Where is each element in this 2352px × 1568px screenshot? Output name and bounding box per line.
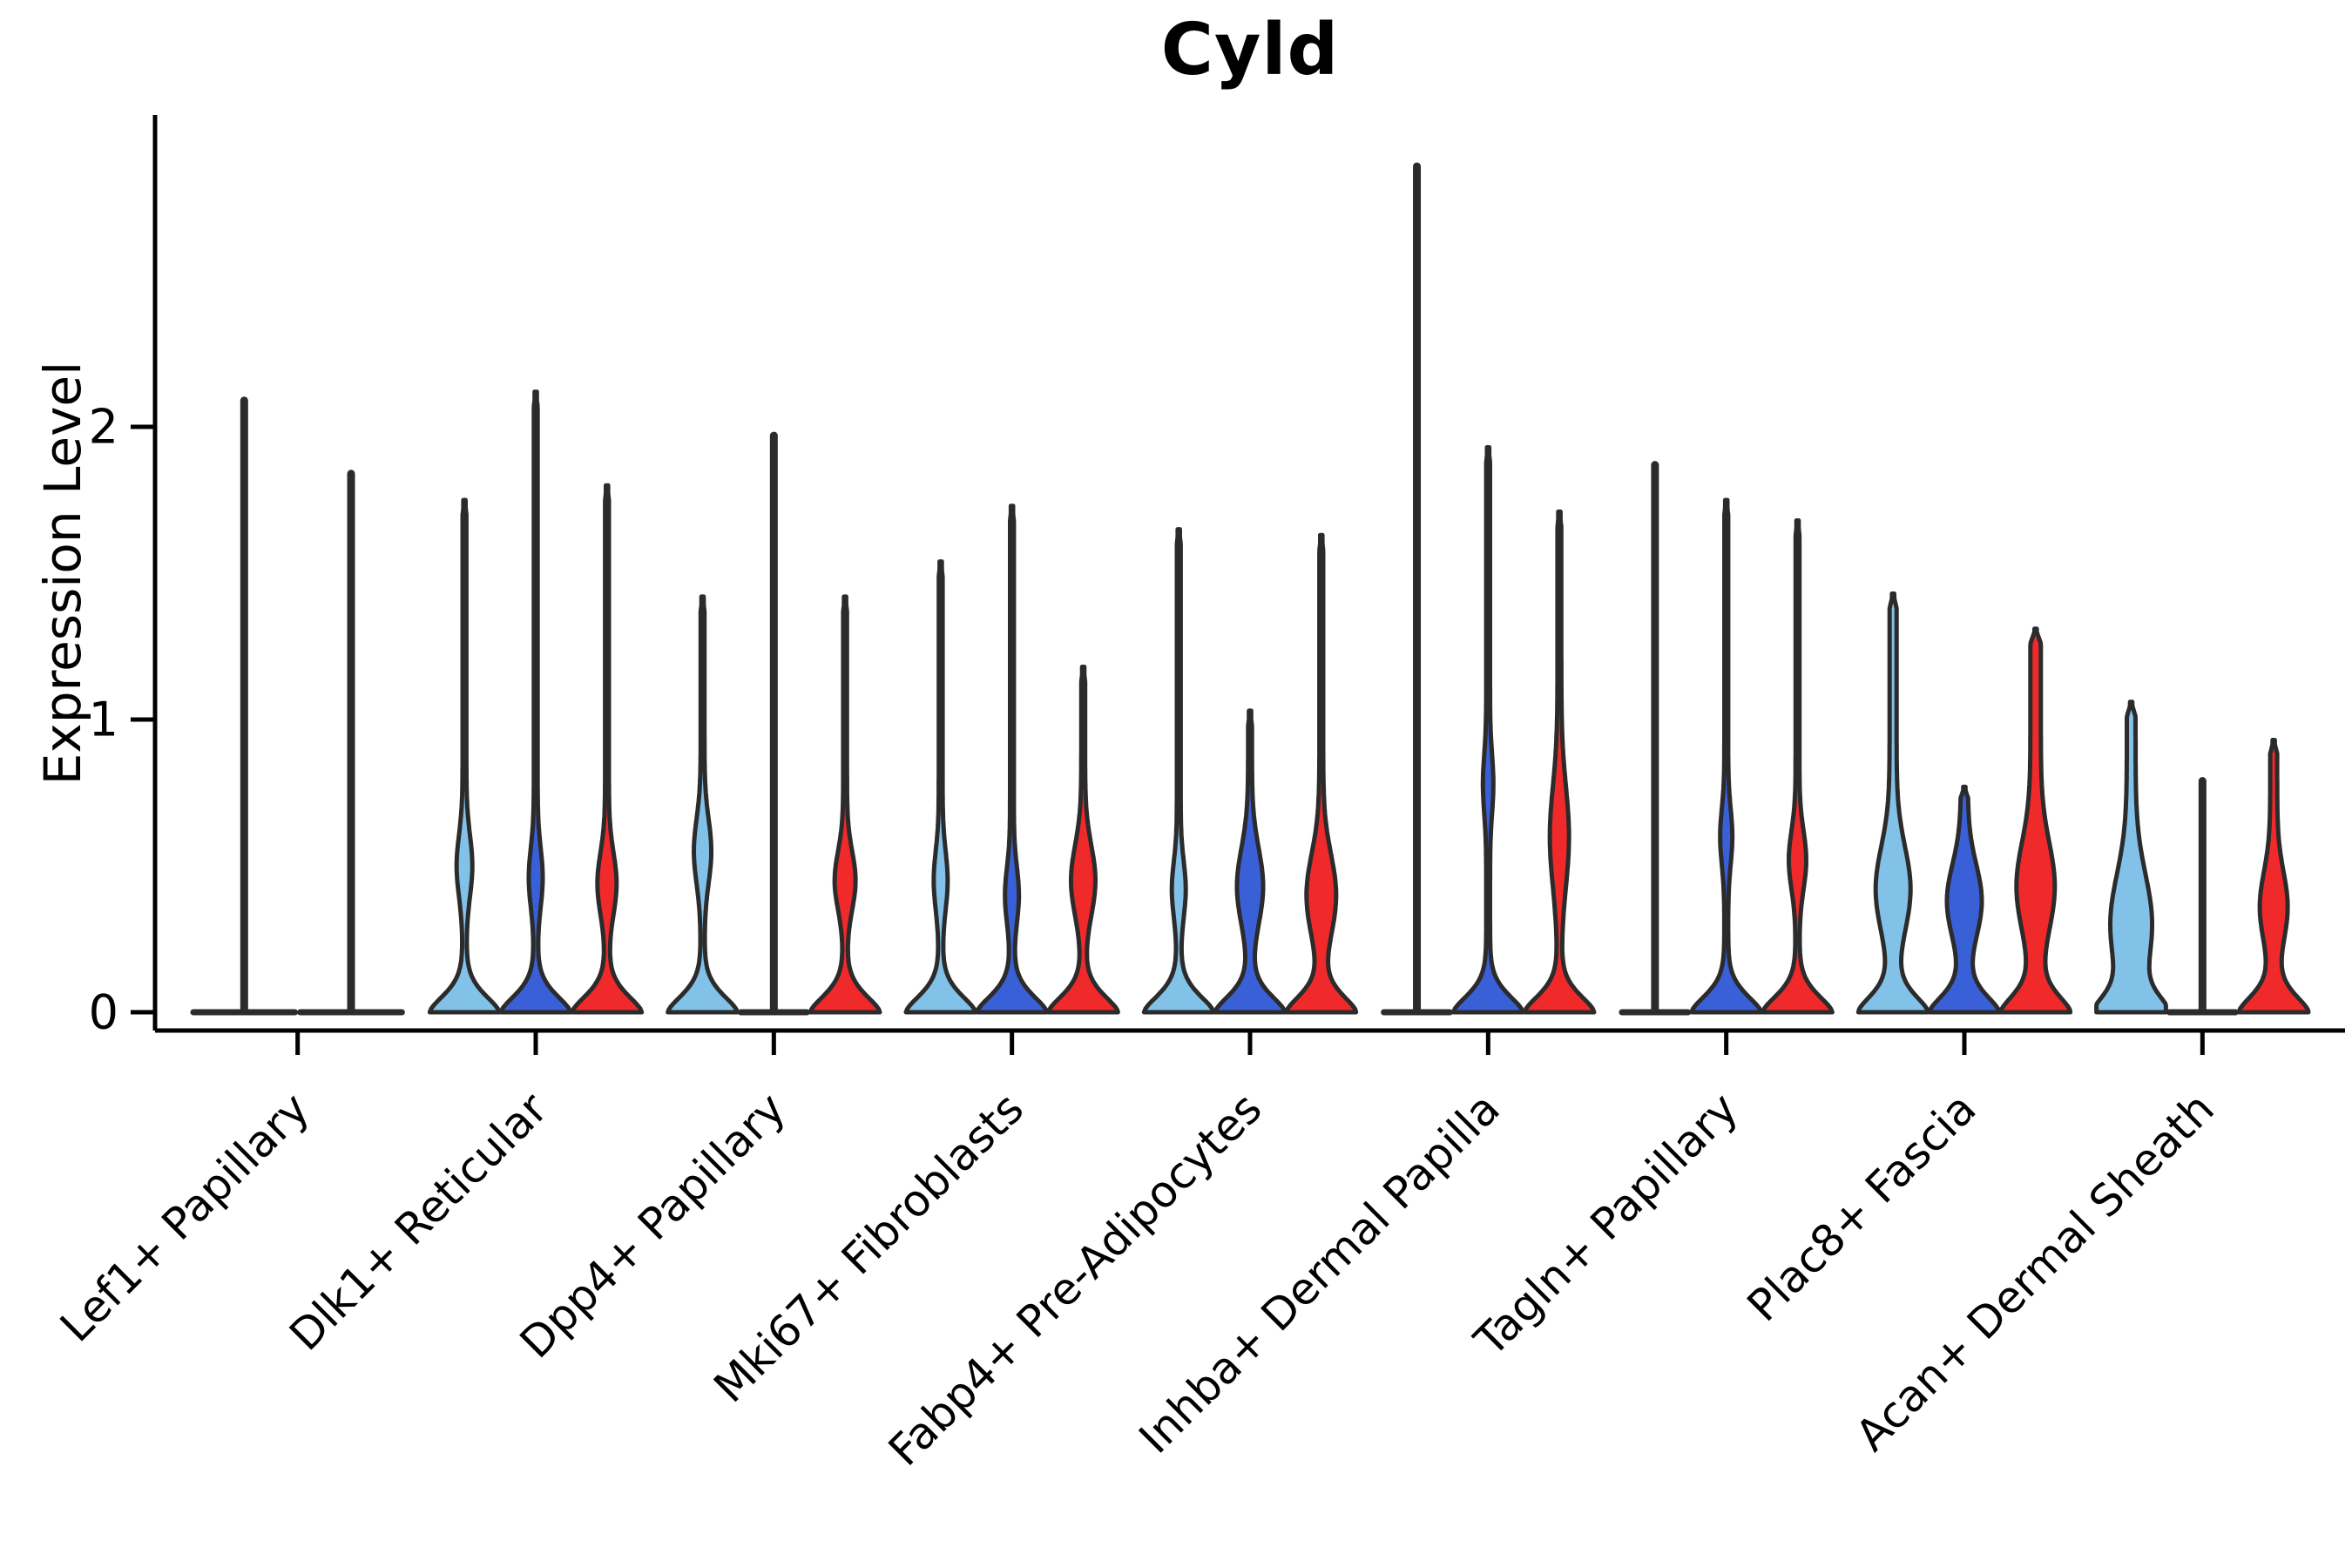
violin-dark_blue bbox=[1689, 497, 1764, 1015]
violin-light_blue bbox=[427, 497, 502, 1015]
violin-red bbox=[570, 483, 645, 1015]
y-tick-label: 0 bbox=[89, 985, 118, 1040]
violin-dark_blue bbox=[1213, 708, 1288, 1015]
violin-dark_blue bbox=[975, 504, 1050, 1015]
x-tick-label: Plac8+ Fascia bbox=[1738, 1083, 1986, 1331]
chart-title: Cyld bbox=[1160, 9, 1340, 91]
violin-dark_blue bbox=[1450, 445, 1525, 1015]
violin-red bbox=[1046, 665, 1120, 1015]
violin-light_blue bbox=[1855, 591, 1930, 1015]
violin-dark_blue bbox=[498, 389, 573, 1015]
x-tick-label: Dlk1+ Reticular bbox=[280, 1083, 557, 1360]
violin-red bbox=[1998, 626, 2073, 1015]
y-tick-label: 1 bbox=[89, 693, 118, 747]
y-axis-label: Expression Level bbox=[33, 361, 92, 786]
violin-light_blue bbox=[1141, 527, 1216, 1015]
violin-light_blue bbox=[903, 559, 978, 1015]
violin-dark_blue bbox=[1927, 784, 2002, 1015]
violin-red bbox=[1522, 509, 1597, 1015]
violin-light_blue bbox=[666, 594, 740, 1015]
violin-light_blue bbox=[2094, 700, 2168, 1015]
y-tick-label: 2 bbox=[89, 400, 118, 455]
violin-red bbox=[2236, 738, 2311, 1015]
violin-red bbox=[1761, 518, 1835, 1015]
x-tick-label: Tagln+ Papillary bbox=[1464, 1083, 1747, 1366]
violin-red bbox=[808, 594, 882, 1015]
x-tick-label: Lef1+ Papillary bbox=[51, 1083, 319, 1351]
violin-red bbox=[1284, 532, 1359, 1015]
x-tick-label: Dpp4+ Papillary bbox=[510, 1083, 795, 1368]
